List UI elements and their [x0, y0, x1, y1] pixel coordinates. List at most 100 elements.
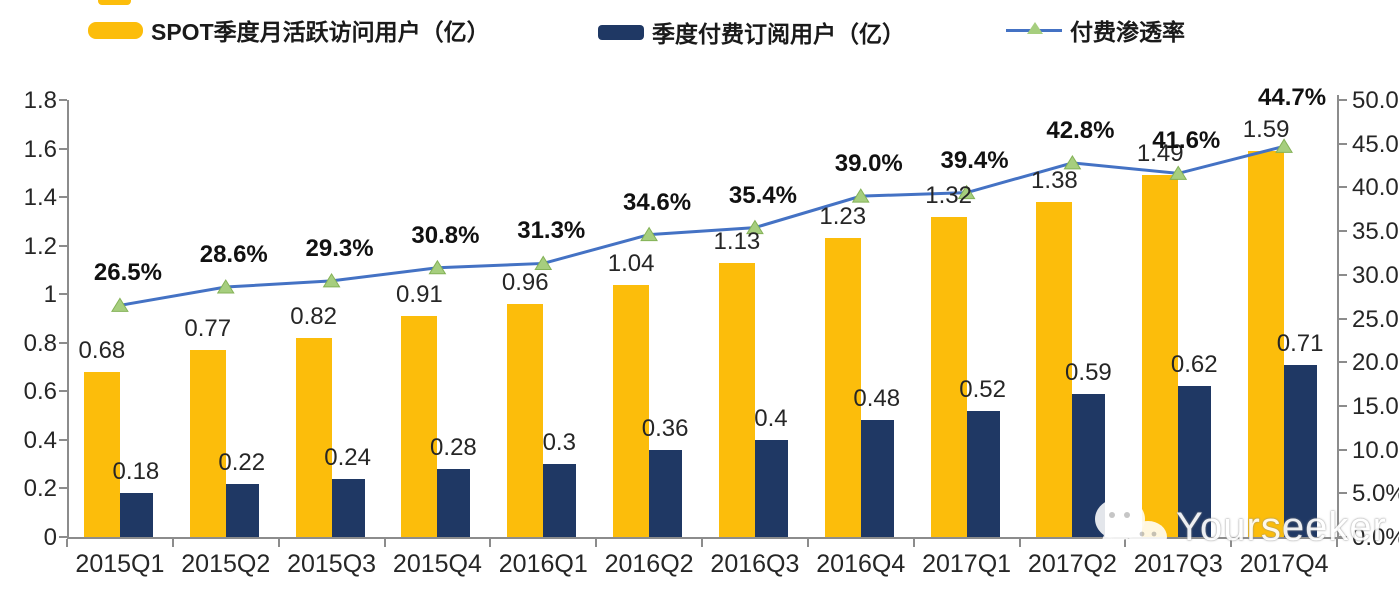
left-axis-tick-label: 1.4 [23, 184, 57, 212]
right-axis-tick [1339, 492, 1347, 495]
subs-value-label: 0.18 [112, 458, 160, 486]
subs-bar [649, 449, 683, 537]
mau-value-label: 0.77 [184, 315, 232, 343]
left-axis-tick [59, 487, 67, 490]
subs-legend-swatch [598, 24, 644, 40]
mau-value-label: 1.32 [925, 181, 972, 209]
right-axis-tick-label: 50.0% [1352, 87, 1399, 114]
right-axis-tick-label: 0.0% [1352, 524, 1399, 551]
penetration-marker [534, 255, 553, 270]
subs-value-label: 0.28 [430, 434, 477, 462]
penetration-value-label: 28.6% [199, 241, 268, 269]
mau-value-label: 1.13 [713, 227, 761, 255]
mau-bar [189, 350, 226, 537]
left-axis-tick [59, 390, 67, 393]
x-axis-category-label: 2017Q3 [1133, 550, 1223, 578]
x-axis-tick [1336, 539, 1338, 547]
right-axis-line [1337, 95, 1339, 537]
x-axis-category-label: 2015Q1 [75, 550, 165, 578]
penetration-marker [851, 188, 870, 203]
x-axis-category-label: 2016Q1 [498, 550, 588, 578]
right-axis-tick-label: 45.0% [1352, 130, 1399, 158]
right-axis-tick [1339, 142, 1347, 145]
right-axis-tick-label: 20.0% [1352, 349, 1399, 377]
subs-bar [437, 469, 471, 537]
penetration-value-label: 26.5% [93, 259, 162, 287]
penetration-marker [428, 259, 447, 275]
left-axis-tick [59, 99, 67, 101]
x-axis-tick [701, 539, 703, 547]
x-axis-category-label: 2015Q3 [287, 550, 377, 578]
right-axis-tick [1339, 361, 1347, 364]
penetration-value-label: 30.8% [411, 221, 480, 249]
right-axis-tick-label: 5.0% [1352, 480, 1399, 508]
penetration-value-label: 39.0% [834, 150, 903, 178]
subs-bar [966, 410, 1000, 537]
subs-bar [754, 439, 788, 537]
right-axis-tick-label: 25.0% [1352, 305, 1399, 333]
x-axis-category-label: 2017Q4 [1239, 550, 1329, 578]
subs-bar [1178, 386, 1212, 537]
x-axis-category-label: 2017Q2 [1027, 550, 1117, 578]
left-axis-tick [59, 147, 67, 150]
left-axis-tick [59, 341, 67, 344]
mau-value-label: 1.04 [607, 249, 655, 277]
x-axis-category-label: 2017Q1 [922, 550, 1012, 578]
left-axis-tick-label: 1 [43, 281, 57, 309]
watermark: Yourseeker [1090, 495, 1387, 559]
mau-legend-label: SPOT季度月活跃访问用户（亿） [151, 19, 490, 45]
penetration-marker [640, 226, 658, 242]
right-axis-tick [1339, 273, 1347, 276]
right-axis-tick-label: 10.0% [1352, 436, 1399, 464]
x-axis-tick [489, 539, 492, 547]
mau-bar [83, 371, 120, 537]
subs-bar [331, 478, 365, 537]
subs-value-label: 0.48 [853, 385, 901, 413]
mau-bar [295, 337, 332, 537]
mau-bar [507, 303, 544, 537]
x-axis-category-label: 2015Q4 [392, 550, 482, 578]
right-axis-tick-label: 15.0% [1352, 392, 1399, 420]
x-axis-tick [171, 539, 174, 547]
penetration-legend-label: 付费渗透率 [1070, 19, 1185, 45]
x-axis-tick [1230, 539, 1233, 547]
subs-value-label: 0.22 [218, 448, 266, 476]
penetration-value-label: 39.4% [940, 146, 1009, 174]
subs-bar [225, 483, 259, 537]
penetration-value-label: 41.6% [1152, 127, 1221, 155]
left-axis-tick-label: 1.2 [23, 232, 57, 260]
x-axis-tick [1124, 539, 1127, 547]
right-axis-tick [1339, 230, 1347, 233]
mau-legend-swatch [88, 21, 143, 39]
left-axis-tick [59, 196, 67, 199]
subs-bar [119, 493, 153, 537]
penetration-line-icon [1006, 17, 1062, 43]
penetration-value-label: 35.4% [728, 181, 797, 209]
right-axis-tick-label: 40.0% [1352, 174, 1399, 202]
right-axis-tick [1339, 536, 1347, 538]
left-axis-line [67, 100, 69, 537]
subs-value-label: 0.52 [959, 375, 1006, 403]
legend-item-subs: 季度付费订阅用户（亿） [598, 19, 905, 47]
penetration-marker [322, 272, 341, 288]
subs-value-label: 0.3 [542, 429, 576, 457]
wechat-icon [1095, 498, 1167, 556]
penetration-value-label: 29.3% [305, 234, 374, 262]
x-axis-category-label: 2016Q3 [710, 550, 800, 578]
left-axis-tick-label: 0.6 [23, 378, 57, 406]
penetration-value-label: 42.8% [1046, 116, 1115, 144]
left-axis-tick-label: 0.4 [23, 426, 57, 454]
mau-value-label: 0.96 [501, 268, 549, 296]
subs-value-label: 0.24 [324, 443, 371, 471]
mau-value-label: 0.91 [396, 281, 443, 309]
subs-value-label: 0.71 [1276, 329, 1324, 357]
subs-value-label: 0.36 [641, 414, 689, 442]
x-axis-category-label: 2016Q4 [816, 550, 906, 578]
right-axis-tick [1339, 317, 1347, 320]
subs-bar [1284, 364, 1318, 537]
subs-value-label: 0.62 [1170, 351, 1218, 379]
x-axis-tick [595, 539, 598, 547]
mau-value-label: 0.82 [290, 302, 337, 330]
